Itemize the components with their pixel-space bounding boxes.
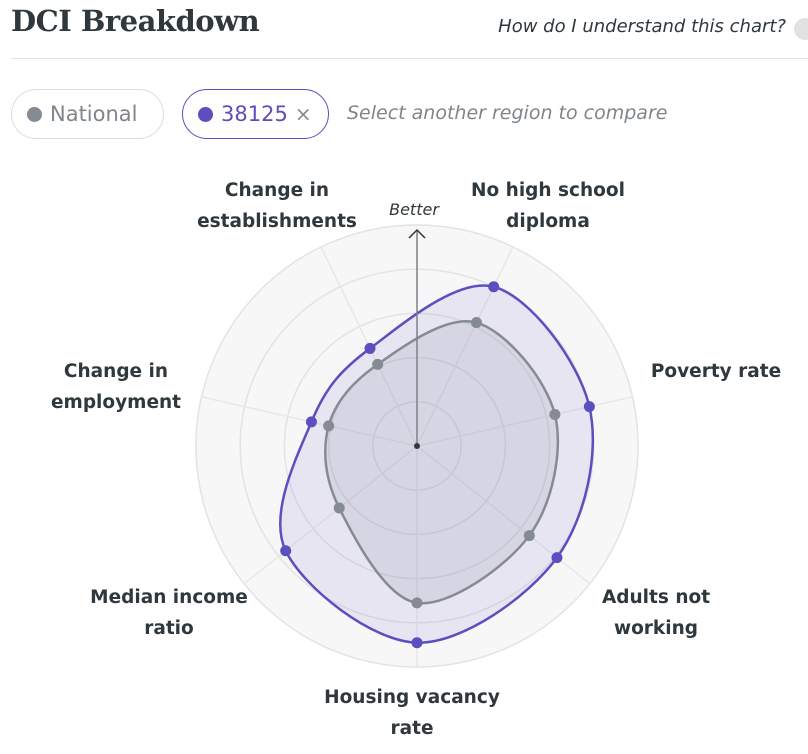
region-chip[interactable]: 38125 × [182, 89, 329, 139]
national-chip[interactable]: National [11, 89, 164, 139]
data-point-38125 [280, 545, 292, 557]
label-line: Change in [63, 361, 169, 382]
remove-region-icon[interactable]: × [294, 102, 312, 126]
data-point-national [549, 409, 561, 421]
label-line: No high school [471, 180, 625, 201]
help-toggle[interactable] [794, 18, 808, 40]
axis-label-housing-vacancy-rate: Housing vacancy rate [324, 682, 500, 744]
region-dot-icon [198, 106, 213, 122]
data-point-national [372, 358, 384, 370]
data-point-national [333, 502, 345, 514]
label-line: Change in [224, 180, 330, 201]
axis-label-adults-not-working: Adults not working [602, 582, 710, 644]
grid-spoke [243, 445, 418, 585]
compare-region-input[interactable]: Select another region to compare [347, 102, 668, 124]
label-line: rate [390, 718, 434, 739]
label-line: Poverty rate [650, 361, 782, 382]
help-link[interactable]: How do I understand this chart? [498, 16, 786, 37]
better-label: Better [389, 200, 439, 219]
label-line: Median income [90, 587, 248, 608]
divider [11, 58, 808, 59]
better-arrow-icon [408, 228, 426, 239]
label-line: ratio [144, 618, 194, 639]
label-line: establishments [197, 211, 357, 232]
axis-label-change-in-employment: Change in employment [51, 356, 181, 418]
data-point-national [523, 530, 535, 542]
center-dot [414, 443, 420, 449]
label-line: employment [50, 392, 182, 413]
axis-label-poverty-rate: Poverty rate [651, 356, 781, 387]
data-point-national [323, 420, 335, 432]
label-line: working [614, 618, 698, 639]
data-point-38125 [488, 281, 500, 293]
data-point-38125 [551, 552, 563, 564]
axis-label-median-income-ratio: Median income ratio [90, 582, 248, 644]
national-label: National [50, 102, 138, 126]
region-label: 38125 [221, 102, 288, 126]
national-dot-icon [27, 106, 42, 122]
axis-label-no-high-school-diploma: No high school diploma [471, 175, 625, 237]
label-line: diploma [506, 211, 590, 232]
data-point-38125 [364, 342, 376, 354]
label-line: Adults not [601, 587, 711, 608]
label-line: Housing vacancy [324, 687, 500, 708]
axis-label-change-in-establishments: Change in establishments [197, 175, 357, 237]
data-point-national [411, 597, 423, 609]
page-title: DCI Breakdown [11, 4, 260, 38]
data-point-38125 [583, 401, 595, 413]
series-area-national [325, 321, 558, 604]
grid-spoke [416, 246, 514, 447]
data-point-38125 [305, 416, 317, 428]
grid-spoke [416, 396, 633, 447]
data-point-38125 [411, 637, 423, 649]
data-point-national [470, 317, 482, 329]
series-line-38125 [279, 284, 595, 644]
